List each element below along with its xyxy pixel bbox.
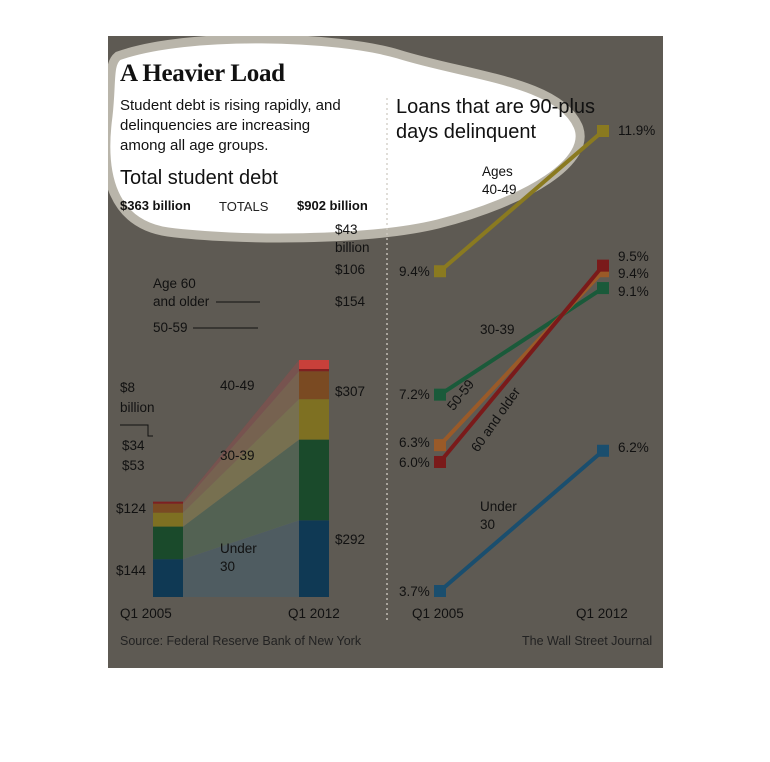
bar-2012-1 bbox=[299, 439, 329, 521]
value-2005-40-49: $53 bbox=[122, 458, 145, 473]
series-label-60plus-line-1: Age 60 bbox=[153, 276, 196, 291]
flow-band-3 bbox=[183, 371, 299, 513]
flow-band-2 bbox=[183, 399, 299, 527]
flow-band-4 bbox=[183, 360, 299, 504]
value-2005-60plus-line-1: $8 bbox=[120, 380, 136, 395]
bar-2005-1 bbox=[153, 526, 183, 560]
bar-2005-4 bbox=[153, 501, 183, 504]
bar-2005-2 bbox=[153, 512, 183, 527]
series-label-60plus-line-2: and older bbox=[153, 294, 210, 309]
right-series-label-40-49-line-1: Ages bbox=[482, 164, 513, 179]
series-label-50-59: 50-59 bbox=[153, 320, 188, 335]
value-2012-30-39: $307 bbox=[335, 384, 366, 399]
slope-line-0 bbox=[438, 129, 605, 273]
right-value-2005-40-49: 9.4% bbox=[399, 264, 430, 279]
series-label-40-49: 40-49 bbox=[220, 378, 255, 393]
series-label-under-30-line-2: 30 bbox=[220, 559, 236, 574]
right-series-label-under-30-line-1: Under bbox=[480, 499, 517, 514]
credit-note: The Wall Street Journal bbox=[522, 634, 653, 648]
value-2005-under-30: $144 bbox=[116, 563, 147, 578]
chart-canvas bbox=[108, 36, 609, 621]
slope-point-2005-0 bbox=[434, 265, 446, 278]
flow-band-0 bbox=[183, 520, 299, 597]
right-chart-title-line-1: Loans that are 90-plus bbox=[396, 96, 596, 118]
right-value-2012-60plus: 9.5% bbox=[618, 249, 649, 264]
slope-line-3 bbox=[438, 264, 605, 464]
series-label-30-39: 30-39 bbox=[220, 448, 255, 463]
bar-2012-3 bbox=[299, 371, 329, 400]
value-2005-60plus-line-2: billion bbox=[120, 400, 155, 415]
bar-2012-top-accent bbox=[299, 360, 329, 369]
total-2005: $363 billion bbox=[120, 198, 191, 213]
right-value-2005-60plus: 6.0% bbox=[399, 455, 430, 470]
value-2012-50-59: $106 bbox=[335, 262, 366, 277]
right-value-2012-30-39: 9.1% bbox=[618, 284, 649, 299]
value-2005-30-39: $124 bbox=[116, 501, 147, 516]
right-value-2012-50-59: 9.4% bbox=[618, 266, 649, 281]
left-chart-title: Total student debt bbox=[120, 167, 278, 189]
right-series-label-under-30-line-2: 30 bbox=[480, 517, 496, 532]
series-label-under-30-line-1: Under bbox=[220, 541, 257, 556]
bar-2005-3 bbox=[153, 503, 183, 513]
slope-point-2005-1 bbox=[434, 388, 446, 401]
bar-2005-0 bbox=[153, 559, 183, 597]
subtitle-line-3: among all age groups. bbox=[120, 137, 269, 154]
slope-point-2005-2 bbox=[434, 439, 446, 452]
value-2012-under-30: $292 bbox=[335, 532, 366, 547]
source-note: Source: Federal Reserve Bank of New York bbox=[120, 634, 362, 648]
left-x-label-2005: Q1 2005 bbox=[120, 606, 172, 621]
value-2005-50-59: $34 bbox=[122, 438, 145, 453]
subtitle-line-1: Student debt is rising rapidly, and bbox=[120, 97, 341, 114]
slope-line-1 bbox=[438, 286, 605, 397]
right-value-2012-40-49: 11.9% bbox=[618, 123, 656, 138]
right-value-2005-under-30: 3.7% bbox=[399, 584, 430, 599]
right-x-label-2012: Q1 2012 bbox=[576, 606, 628, 621]
slope-line-4 bbox=[438, 449, 605, 593]
value-2012-60plus-line-1: $43 bbox=[335, 222, 358, 237]
page-title: A Heavier Load bbox=[120, 60, 285, 87]
right-series-label-30-39: 30-39 bbox=[480, 322, 515, 337]
totals-label: TOTALS bbox=[219, 199, 269, 214]
flow-band-overlay bbox=[183, 360, 299, 597]
slope-point-2012-4 bbox=[597, 444, 609, 457]
slope-point-2005-3 bbox=[434, 455, 446, 468]
right-value-2012-under-30: 6.2% bbox=[618, 440, 649, 455]
flow-band-1 bbox=[183, 439, 299, 560]
value-2012-40-49: $154 bbox=[335, 294, 366, 309]
leader-8-billion bbox=[120, 424, 153, 437]
bar-2012-0 bbox=[299, 520, 329, 597]
highlight-blob bbox=[108, 36, 585, 243]
right-value-2005-30-39: 7.2% bbox=[399, 387, 430, 402]
right-value-2005-50-59: 6.3% bbox=[399, 435, 430, 450]
right-chart-title-line-2: days delinquent bbox=[396, 121, 537, 143]
slope-point-2012-0 bbox=[597, 125, 609, 137]
slope-point-2012-3 bbox=[597, 259, 609, 272]
right-series-label-40-49-line-2: 40-49 bbox=[482, 182, 517, 197]
slope-point-2012-1 bbox=[597, 282, 609, 295]
graphic-card: A Heavier Load Student debt is rising ra… bbox=[108, 36, 663, 668]
total-2012: $902 billion bbox=[297, 198, 368, 213]
subtitle-line-2: delinquencies are increasing bbox=[120, 117, 311, 134]
bar-2012-2 bbox=[299, 399, 329, 440]
slope-point-2005-4 bbox=[434, 585, 446, 597]
right-x-label-2005: Q1 2005 bbox=[412, 606, 464, 621]
value-2012-60plus-line-2: billion bbox=[335, 240, 370, 255]
left-x-label-2012: Q1 2012 bbox=[288, 606, 340, 621]
